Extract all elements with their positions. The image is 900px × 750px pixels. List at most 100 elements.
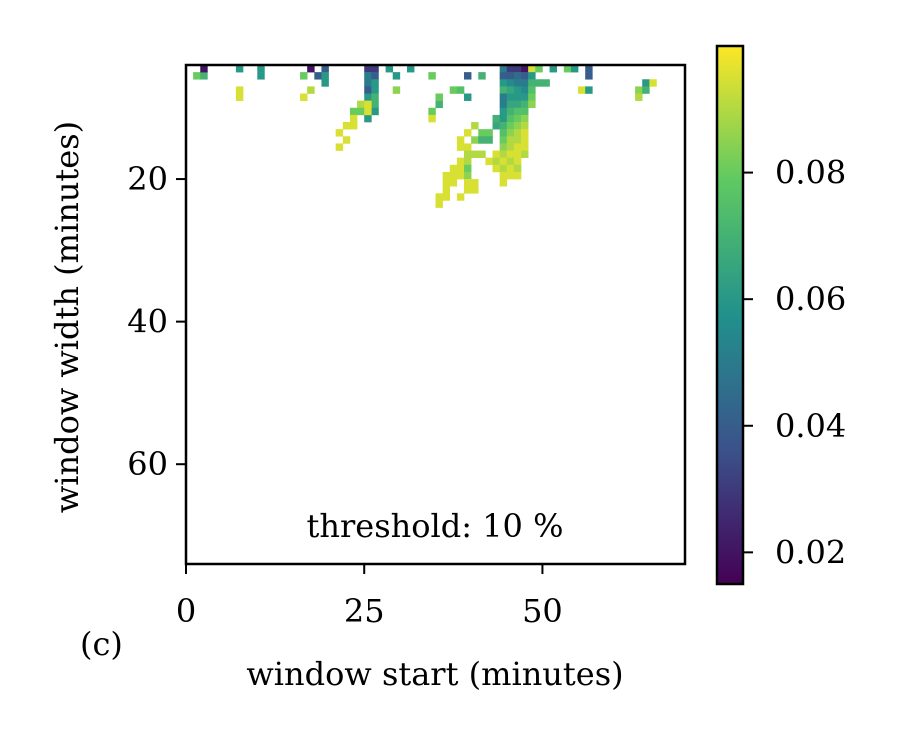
heatmap-cell (549, 65, 557, 73)
heatmap-cell (456, 171, 465, 180)
heatmap-cell (506, 157, 515, 166)
colorbar-tick-label: 0.04 (775, 407, 846, 445)
heatmap-cell (464, 164, 472, 173)
heatmap-cell (364, 114, 372, 123)
colorbar-tick-label: 0.08 (775, 154, 846, 192)
heatmap-cell (342, 136, 351, 144)
heatmap-cell (449, 171, 458, 180)
heatmap-cell (456, 86, 465, 94)
heatmap-cell (528, 79, 536, 87)
y-axis: 20 40 60 (127, 160, 186, 483)
heatmap-cell (200, 65, 208, 73)
heatmap-cell (349, 107, 358, 116)
heatmap-cell (307, 65, 315, 73)
heatmap-cell (563, 65, 572, 73)
heatmap-cell (499, 150, 508, 158)
heatmap-cell (513, 129, 522, 137)
heatmap-cell (492, 114, 500, 123)
heatmap-cell (435, 200, 443, 208)
colorbar-tick-label: 0.02 (775, 533, 846, 571)
heatmap-cell (499, 143, 508, 151)
heatmap-cell (513, 86, 522, 94)
heatmap-cell (499, 136, 508, 144)
heatmap-cell (513, 171, 522, 180)
heatmap-cell (485, 129, 493, 137)
heatmap-cell (506, 65, 515, 73)
heatmap-cell (513, 100, 522, 109)
heatmap-cell (464, 72, 472, 80)
heatmap-cell (642, 79, 650, 87)
heatmap-cell (521, 72, 529, 80)
colorbar (715, 44, 745, 586)
heatmap-cell (499, 164, 508, 173)
heatmap-cell (499, 72, 508, 80)
heatmap-cell (513, 79, 522, 87)
heatmap-cell (499, 65, 508, 73)
heatmap-cell (257, 65, 265, 73)
heatmap-cell (635, 86, 643, 94)
heatmap-cell (428, 107, 436, 116)
heatmap-cell (485, 157, 493, 166)
heatmap-cell (649, 79, 657, 87)
heatmap-cell (364, 107, 372, 116)
colorbar-tick-label: 0.06 (775, 280, 846, 318)
heatmap-cell (364, 72, 372, 80)
heatmap-cell (471, 179, 479, 187)
heatmap-cell (485, 136, 493, 144)
heatmap-cell (513, 114, 522, 123)
heatmap-cell (464, 143, 472, 151)
heatmap-cell (464, 129, 472, 137)
heatmap-cell (506, 100, 515, 109)
heatmap-cell (521, 122, 529, 130)
heatmap-cell (513, 143, 522, 151)
heatmap-cell (528, 65, 536, 73)
panel-label: (c) (80, 625, 123, 663)
heatmap-cell (499, 122, 508, 130)
heatmap-cell (464, 171, 472, 180)
heatmap-cell (521, 86, 529, 94)
heatmap-cell (506, 136, 515, 144)
heatmap-cell (506, 122, 515, 130)
heatmap-cell (449, 179, 458, 187)
heatmap-cell (442, 193, 451, 201)
x-tick-label: 0 (176, 592, 196, 630)
heatmap-cell (642, 86, 650, 94)
heatmap-cell (513, 164, 522, 173)
heatmap-cell (464, 93, 472, 101)
heatmap-cell (478, 129, 486, 137)
heatmap-cell (435, 193, 443, 201)
heatmap-cell (506, 86, 515, 94)
heatmap-cell (392, 86, 401, 94)
heatmap-cell (456, 193, 465, 201)
heatmap-cell (235, 93, 244, 101)
heatmap-cell (506, 72, 515, 80)
heatmap-cell (521, 150, 529, 158)
heatmap-cell (321, 65, 329, 73)
heatmap-cell (499, 100, 508, 109)
heatmap-cell (492, 150, 500, 158)
heatmap-cell (528, 93, 536, 101)
heatmap-cell (585, 86, 593, 94)
heatmap-cell (471, 122, 479, 130)
heatmap-cell (506, 107, 515, 116)
heatmap-cell (499, 93, 508, 101)
heatmap-cell (585, 72, 593, 80)
heatmap-cell (371, 93, 379, 101)
heatmap-cell (506, 143, 515, 151)
heatmap-cell (478, 150, 486, 158)
heatmap-cell (513, 150, 522, 158)
heatmap-cell (300, 93, 308, 101)
heatmap-cell (585, 65, 593, 73)
heatmap-cell (492, 122, 500, 130)
heatmap-cell (335, 143, 344, 151)
heatmap-cell (506, 79, 515, 87)
heatmap-cell (521, 79, 529, 87)
heatmap-cell (464, 150, 472, 158)
heatmap-cell (364, 93, 372, 101)
colorbar-ticks: 0.02 0.04 0.06 0.08 (743, 154, 846, 571)
heatmap-cell (428, 72, 436, 80)
heatmap-cell (364, 86, 372, 94)
heatmap-cell (471, 136, 479, 144)
plot-frame (184, 63, 687, 566)
